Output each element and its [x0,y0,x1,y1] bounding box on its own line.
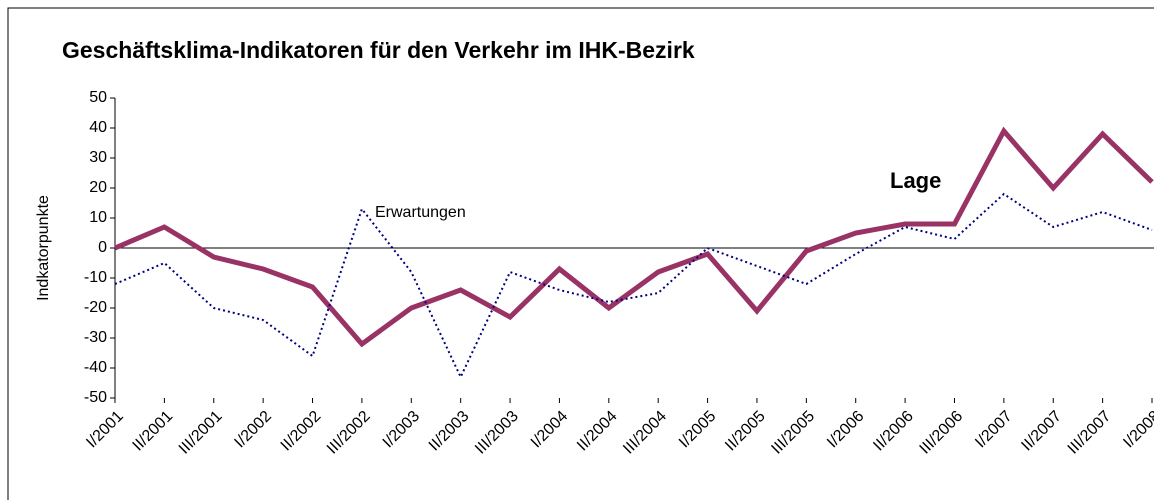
y-axis-label: Indkatorpunkte [35,195,52,301]
series-line [114,126,1154,348]
y-tick-label: 0 [98,239,107,256]
y-tick-label: -10 [84,269,107,286]
y-tick-label: 40 [89,119,107,136]
y-tick-label: -20 [84,299,107,316]
series-label: Erwartungen [375,204,466,221]
series-line [114,192,1153,380]
chart-title: Geschäftsklima-Indikatoren für den Verke… [62,37,695,63]
y-tick-label: 10 [89,209,107,226]
chart-frame [7,7,1154,500]
y-tick-label: -40 [84,359,107,376]
y-tick-label: 20 [89,179,107,196]
y-tick-label: 50 [89,89,107,106]
y-tick-label: -30 [84,329,107,346]
y-tick-label: -50 [84,389,107,406]
y-tick-label: 30 [89,149,107,166]
series-label: Lage [890,168,941,193]
